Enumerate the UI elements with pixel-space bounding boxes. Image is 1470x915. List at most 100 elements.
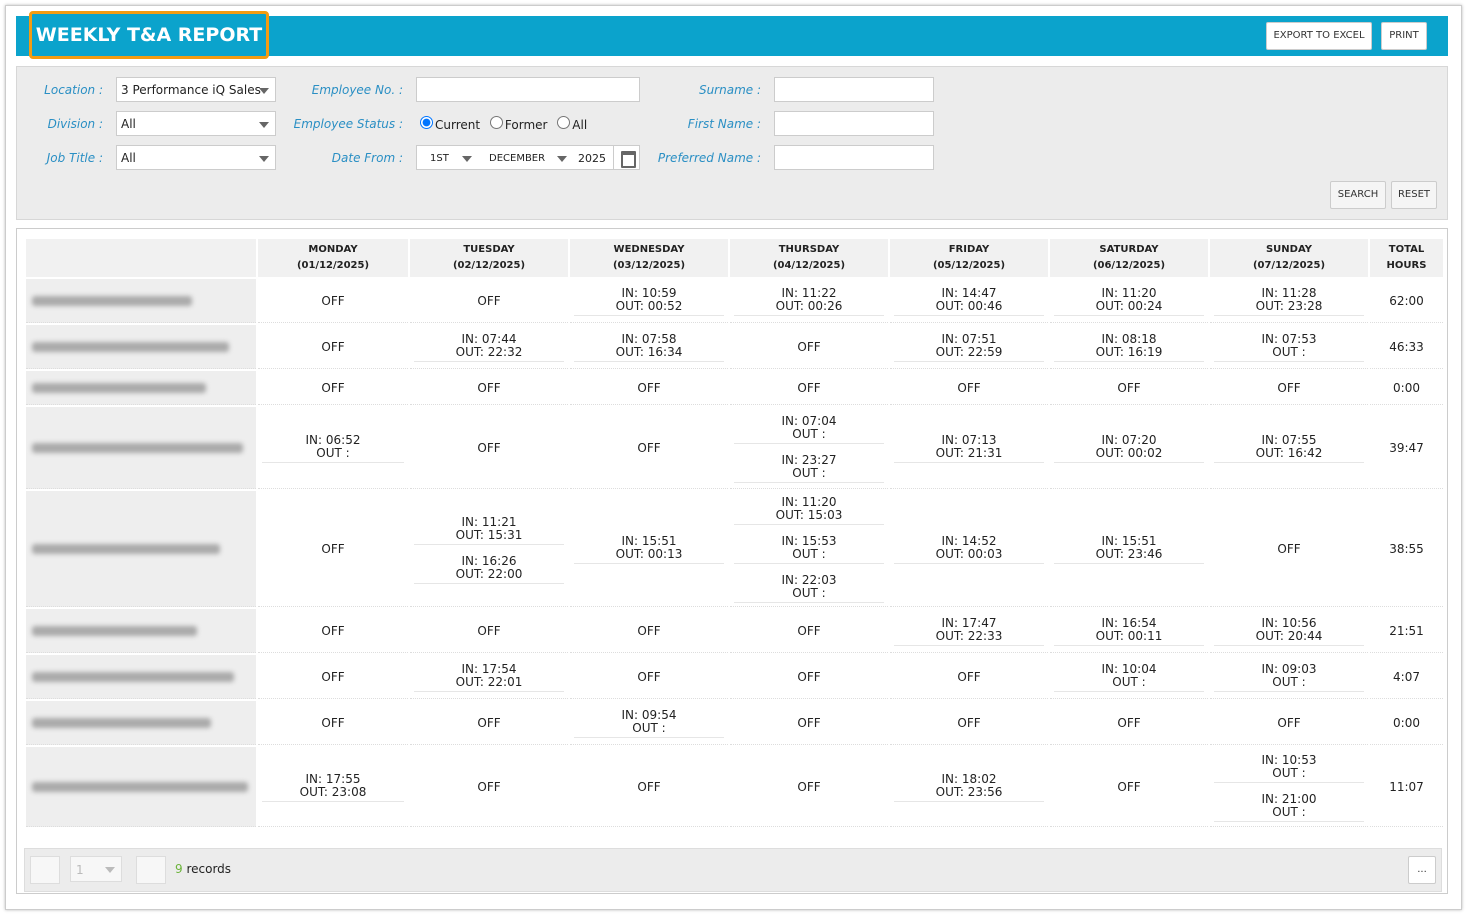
radio[interactable]: [557, 116, 571, 129]
off-cell: OFF: [570, 655, 728, 699]
clock-in: IN: 14:52: [941, 534, 997, 548]
employee-name: [26, 655, 256, 699]
radio[interactable]: [489, 116, 503, 129]
clock-in: IN: 07:53: [1261, 332, 1317, 346]
clock-in: IN: 17:55: [305, 772, 361, 786]
clock-out: OUT: 00:02: [1095, 446, 1163, 460]
next-button[interactable]: [136, 856, 166, 884]
clock-out: OUT: 21:31: [935, 446, 1003, 460]
clock-out: OUT: 16:42: [1255, 446, 1323, 460]
clock-in: IN: 21:00: [1261, 791, 1317, 806]
punch-cell: IN: 11:21 OUT: 15:31 IN: 16:26 OUT: 22:00: [410, 491, 568, 607]
clock-in: IN: 07:20: [1101, 433, 1157, 447]
punch-cell: IN: 11:22 OUT: 00:26: [730, 279, 888, 323]
surname-input[interactable]: [774, 77, 934, 102]
off-cell: OFF: [730, 747, 888, 827]
punch-cell: IN: 09:03 OUT :: [1210, 655, 1368, 699]
location-select[interactable]: 3 Performance iQ Sales: [116, 77, 276, 102]
off-cell: OFF: [1050, 701, 1208, 745]
punch-cell: IN: 10:53 OUT : IN: 21:00 OUT :: [1210, 747, 1368, 827]
punch-cell: IN: 07:51 OUT: 22:59: [890, 325, 1048, 369]
off-cell: OFF: [570, 371, 728, 405]
clock-out: OUT: 22:32: [455, 345, 523, 359]
clock-in: IN: 23:27: [781, 452, 837, 467]
clock-out: OUT: 00:11: [1095, 629, 1163, 643]
prev-button[interactable]: [30, 856, 60, 884]
preferred-name-input[interactable]: [774, 145, 934, 170]
division-select[interactable]: All: [116, 111, 276, 136]
employee-no-input[interactable]: [416, 77, 640, 102]
clock-out: OUT: 22:59: [935, 345, 1003, 359]
page-select[interactable]: 1: [70, 856, 122, 882]
off-cell: OFF: [258, 655, 408, 699]
clock-in: IN: 07:55: [1261, 433, 1317, 447]
punch: IN: 23:27 OUT :: [734, 452, 884, 483]
value: All: [121, 117, 136, 131]
punch-cell: IN: 07:20 OUT: 00:02: [1050, 407, 1208, 489]
punch-cell: IN: 07:55 OUT: 16:42: [1210, 407, 1368, 489]
search-button[interactable]: SEARCH: [1330, 181, 1386, 209]
status-radios: Current Former All: [420, 116, 587, 133]
punch-cell: IN: 15:51 OUT: 00:13: [570, 491, 728, 607]
date: (03/12/2025): [612, 260, 686, 271]
clock-out: OUT: 22:33: [935, 629, 1003, 643]
day-header: TUESDAY (02/12/2025): [410, 239, 568, 277]
punch-cell: IN: 14:47 OUT: 00:46: [890, 279, 1048, 323]
employee-name: [26, 407, 256, 489]
off-cell: OFF: [410, 747, 568, 827]
punch: IN: 10:56 OUT: 20:44: [1214, 615, 1364, 646]
punch-cell: IN: 18:02 OUT: 23:56: [890, 747, 1048, 827]
clock-in: IN: 11:21: [461, 514, 517, 529]
punch-cell: IN: 16:54 OUT: 00:11: [1050, 609, 1208, 653]
date: (07/12/2025): [1252, 260, 1326, 271]
punch-cell: IN: 07:53 OUT :: [1210, 325, 1368, 369]
clock-out: OUT :: [316, 446, 350, 460]
clock-out: OUT: 23:56: [935, 785, 1003, 799]
print-button[interactable]: PRINT: [1381, 22, 1427, 50]
punch-cell: IN: 17:54 OUT: 22:01: [410, 655, 568, 699]
clock-out: OUT: 00:52: [615, 299, 683, 313]
employee-name: [26, 701, 256, 745]
day-header: MONDAY (01/12/2025): [258, 239, 408, 277]
clock-in: IN: 07:04: [781, 413, 837, 428]
more-button[interactable]: ...: [1408, 856, 1436, 884]
clock-out: OUT :: [792, 465, 826, 480]
punch: IN: 07:04 OUT :: [734, 413, 884, 444]
punch: IN: 07:44 OUT: 22:32: [414, 331, 564, 362]
off-cell: OFF: [410, 407, 568, 489]
label: Date From :: [331, 151, 403, 165]
job-title-select[interactable]: All: [116, 145, 276, 170]
reset-button[interactable]: RESET: [1391, 181, 1437, 209]
clock-out: OUT: 16:19: [1095, 345, 1163, 359]
day: TUESDAY: [463, 244, 515, 255]
date-picker[interactable]: 1ST DECEMBER 2025: [416, 145, 640, 170]
punch: IN: 14:47 OUT: 00:46: [894, 285, 1044, 316]
clock-out: OUT: 00:13: [615, 547, 683, 561]
employee-row: OFF IN: 11:21 OUT: 15:31 IN: 16:26 OUT: 22:0…: [26, 491, 1443, 607]
export-button[interactable]: EXPORT TO EXCEL: [1266, 22, 1372, 50]
clock-in: IN: 16:54: [1101, 616, 1157, 630]
punch: IN: 14:52 OUT: 00:03: [894, 533, 1044, 564]
off-cell: OFF: [730, 655, 888, 699]
clock-out: OUT: 00:03: [935, 547, 1003, 561]
punch-cell: IN: 10:56 OUT: 20:44: [1210, 609, 1368, 653]
punch: IN: 10:53 OUT :: [1214, 752, 1364, 783]
radio[interactable]: [420, 116, 433, 129]
punch: IN: 18:02 OUT: 23:56: [894, 771, 1044, 802]
calendar-icon[interactable]: [613, 146, 642, 169]
clock-out: OUT: 15:31: [455, 527, 523, 542]
clock-in: IN: 11:20: [1101, 286, 1157, 300]
header-row: MONDAY (01/12/2025) TUESDAY (02/12/2025) WED…: [26, 239, 1443, 277]
punch: IN: 07:20 OUT: 00:02: [1054, 432, 1204, 463]
off-cell: OFF: [730, 325, 888, 369]
clock-out: OUT: 15:03: [775, 508, 843, 522]
clock-out: OUT :: [792, 426, 826, 441]
blurred-name: [32, 382, 206, 393]
employee-row: OFF OFF OFF OFF OFF OFF OFF 0:00: [26, 371, 1443, 405]
punch: IN: 07:58 OUT: 16:34: [574, 331, 724, 362]
punch-cell: IN: 15:51 OUT: 23:46: [1050, 491, 1208, 607]
clock-out: OUT :: [792, 586, 826, 600]
clock-out: OUT :: [1272, 675, 1306, 689]
first-name-input[interactable]: [774, 111, 934, 136]
